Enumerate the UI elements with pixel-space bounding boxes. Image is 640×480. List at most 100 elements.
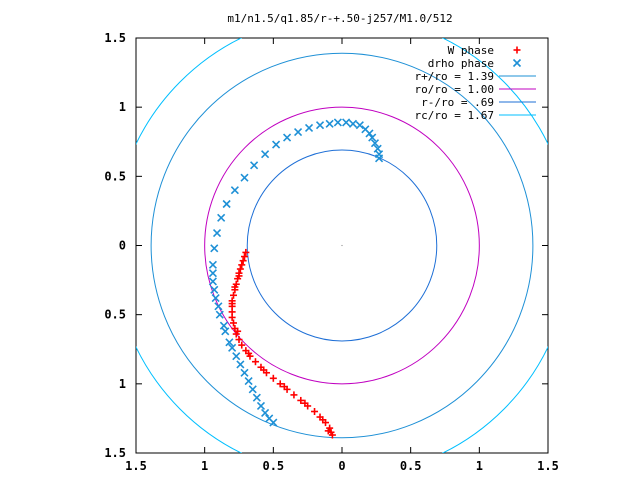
drho-phase-point (252, 393, 261, 402)
drho-phase-point (248, 385, 257, 394)
circle-0 (150, 52, 534, 439)
y-tick-label: 1.5 (104, 446, 126, 460)
w-phase-point (251, 358, 259, 366)
circle-2 (246, 149, 438, 342)
y-tick-label: 1 (119, 100, 126, 114)
drho-phase-point (342, 118, 351, 127)
w-phase-point (238, 341, 246, 349)
w-phase-point (230, 291, 238, 299)
drho-phase-point (355, 121, 364, 130)
drho-phase-point (315, 121, 325, 130)
drho-phase-point (232, 352, 241, 361)
w-phase-point (301, 399, 309, 407)
drho-phase-point (293, 128, 303, 137)
w-phase-point (290, 391, 298, 399)
drho-phase-point (261, 408, 270, 417)
drho-phase-point (361, 125, 370, 134)
legend-marker (512, 58, 522, 68)
drho-phase-point (272, 140, 281, 149)
drho-phase-point (212, 228, 222, 238)
w-phase-point (239, 257, 247, 265)
origin-dot (341, 244, 343, 247)
drho-phase-point (370, 139, 380, 148)
drho-phase-point (208, 260, 217, 269)
y-tick-label: 0.5 (104, 169, 126, 183)
x-tick-label: 1.5 (125, 459, 147, 473)
drho-phase-point (373, 144, 382, 153)
circle-1 (204, 106, 480, 385)
w-phase-point (319, 416, 327, 424)
w-phase-point (228, 313, 236, 321)
drho-phase-point (368, 133, 377, 142)
drho-phase-point (240, 368, 249, 377)
w-phase-point (297, 396, 305, 404)
w-phase-point (324, 427, 332, 435)
w-phase-point (235, 336, 243, 344)
x-tick-label: 1 (476, 459, 483, 473)
legend-label: r+/ro = 1.39 (415, 70, 494, 83)
x-tick-label: 1 (201, 459, 208, 473)
drho-phase-point (240, 173, 249, 182)
w-phase-point (269, 374, 277, 382)
drho-phase-point (261, 150, 270, 159)
drho-phase-point (215, 310, 224, 319)
drho-phase-point (211, 294, 220, 303)
w-phase-point (235, 272, 243, 280)
drho-phase-point (214, 302, 223, 311)
drho-phase-point (225, 338, 234, 347)
y-tick-label: 1.5 (104, 31, 126, 45)
y-tick-label: 0 (119, 239, 126, 253)
drho-phase-point (228, 343, 237, 352)
legend-label: W phase (448, 44, 494, 57)
legend-label: drho phase (428, 57, 494, 70)
drho-phase-point (208, 269, 217, 278)
drho-phase-point (256, 401, 266, 411)
w-phase-point (328, 431, 336, 439)
x-tick-label: 0.5 (262, 459, 284, 473)
w-phase-point (242, 248, 250, 256)
w-phase-point (260, 366, 268, 374)
drho-phase-point (222, 199, 231, 209)
drho-phase-point (230, 186, 239, 195)
point-series (208, 118, 384, 439)
drho-phase-point (208, 277, 217, 286)
drho-phase-point (348, 119, 358, 128)
w-phase-point (236, 265, 244, 273)
w-phase-point (230, 319, 238, 327)
x-tick-label: 1.5 (537, 459, 559, 473)
w-phase-point (240, 253, 248, 261)
drho-phase-point (219, 321, 228, 330)
w-phase-point (228, 300, 236, 308)
y-tick-label: 0.5 (104, 308, 126, 322)
legend-label: rc/ro = 1.67 (415, 109, 494, 122)
w-phase-point (234, 327, 242, 335)
x-tick-label: 0 (338, 459, 345, 473)
drho-phase-point (283, 133, 292, 142)
w-phase-point (280, 383, 288, 391)
circle-series (136, 38, 548, 453)
drho-phase-point (244, 377, 253, 386)
drho-phase-point (325, 119, 334, 128)
w-phase-point (276, 380, 284, 388)
w-phase-point (238, 261, 246, 269)
drho-phase-point (265, 414, 274, 423)
drho-phase-point (250, 161, 259, 170)
drho-phase-point (210, 244, 219, 253)
drho-phase-point (210, 285, 219, 294)
legend-marker (513, 46, 521, 54)
axis-ticks: 1.5 1 0.5 0 0.5 1 1.51.510.500.511.5 (104, 31, 559, 473)
w-phase-point (231, 283, 239, 291)
drho-phase-point (217, 213, 226, 222)
drho-phase-point (304, 123, 314, 132)
legend-label: ro/ro = 1.00 (415, 83, 494, 96)
w-phase-point (311, 408, 319, 415)
chart-title: m1/n1.5/q1.85/r-+.50-j257/M1.0/512 (227, 12, 452, 25)
drho-phase-point (333, 118, 342, 127)
w-phase-point (245, 349, 253, 357)
y-tick-label: 1 (119, 377, 126, 391)
drho-phase-point (236, 360, 245, 369)
legend-label: r-/ro = .69 (421, 96, 494, 109)
